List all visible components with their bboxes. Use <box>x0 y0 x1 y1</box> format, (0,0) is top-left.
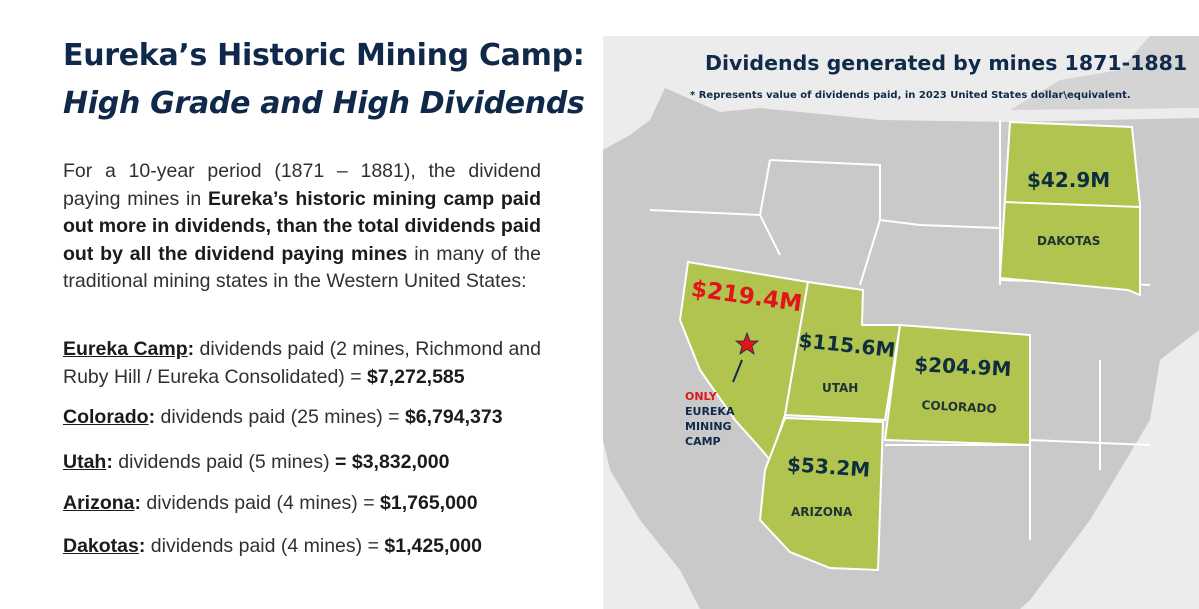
eureka-callout: ONLY EUREKA MINING CAMP <box>685 389 734 449</box>
stat-eureka: Eureka Camp: dividends paid (2 mines, Ri… <box>63 338 541 388</box>
dakotas-label: DAKOTAS <box>1037 234 1101 248</box>
stat-amount: $7,272,585 <box>367 365 465 388</box>
colorado-value: $204.9M <box>913 352 1012 382</box>
stat-dakotas: Dakotas: dividends paid (4 mines) = $1,4… <box>63 535 482 557</box>
canada-hint <box>1010 36 1199 110</box>
eureka-star-icon <box>734 331 760 355</box>
dakotas-shape <box>998 120 1141 297</box>
stat-amount: = $3,832,000 <box>335 451 450 473</box>
stat-label: Eureka Camp <box>63 338 188 360</box>
stat-label: Colorado <box>63 406 149 428</box>
callout-line-only: ONLY <box>685 390 717 403</box>
arizona-label: ARIZONA <box>791 505 853 519</box>
stat-text: dividends paid (4 mines) = <box>145 535 385 557</box>
map-note: * Represents value of dividends paid, in… <box>690 90 1131 101</box>
intro-text-end: in many of the traditional mining states… <box>63 242 541 293</box>
eureka-pointer-line <box>732 359 743 383</box>
stat-text: dividends paid (4 mines) = <box>141 492 381 514</box>
us-west-map <box>603 36 1199 609</box>
page-title: Eureka’s Historic Mining Camp: <box>63 38 585 73</box>
dakotas-value: $42.9M <box>1027 168 1111 192</box>
stat-text: dividends paid (25 mines) = <box>155 406 405 428</box>
dakotas-divider <box>1003 201 1141 208</box>
colorado-shape <box>883 323 1031 447</box>
intro-text: For a 10-year period (1871 – 1881), the … <box>63 160 541 210</box>
page-subtitle: High Grade and High Dividends <box>63 86 585 121</box>
stat-label: Dakotas <box>63 535 139 557</box>
stat-colorado: Colorado: dividends paid (25 mines) = $6… <box>63 406 503 428</box>
map-title: Dividends generated by mines 1871-1881 <box>705 51 1188 75</box>
stat-amount: $1,765,000 <box>380 492 478 514</box>
stat-amount: $6,794,373 <box>404 406 503 428</box>
text-panel: Eureka’s Historic Mining Camp: High Grad… <box>63 38 585 557</box>
callout-line: EUREKA <box>685 405 735 418</box>
intro-paragraph: For a 10-year period (1871 – 1881), the … <box>63 158 541 296</box>
highlighted-states <box>678 120 1141 572</box>
utah-label: UTAH <box>822 381 859 395</box>
stat-label: Arizona <box>63 492 135 514</box>
stat-label: Utah <box>63 451 107 473</box>
stat-amount: $1,425,000 <box>384 535 482 557</box>
intro-bold-text: Eureka’s historic mining camp paid out m… <box>63 187 541 265</box>
stat-utah: Utah: dividends paid (5 mines) = $3,832,… <box>63 451 450 473</box>
arizona-shape <box>758 416 885 572</box>
stat-text: dividends paid (5 mines) <box>112 451 336 473</box>
callout-line: MINING <box>685 420 732 433</box>
stat-arizona: Arizona: dividends paid (4 mines) = $1,7… <box>63 492 478 514</box>
callout-line: CAMP <box>685 435 721 448</box>
stat-text: dividends paid (2 mines, Richmond and Ru… <box>63 338 541 388</box>
